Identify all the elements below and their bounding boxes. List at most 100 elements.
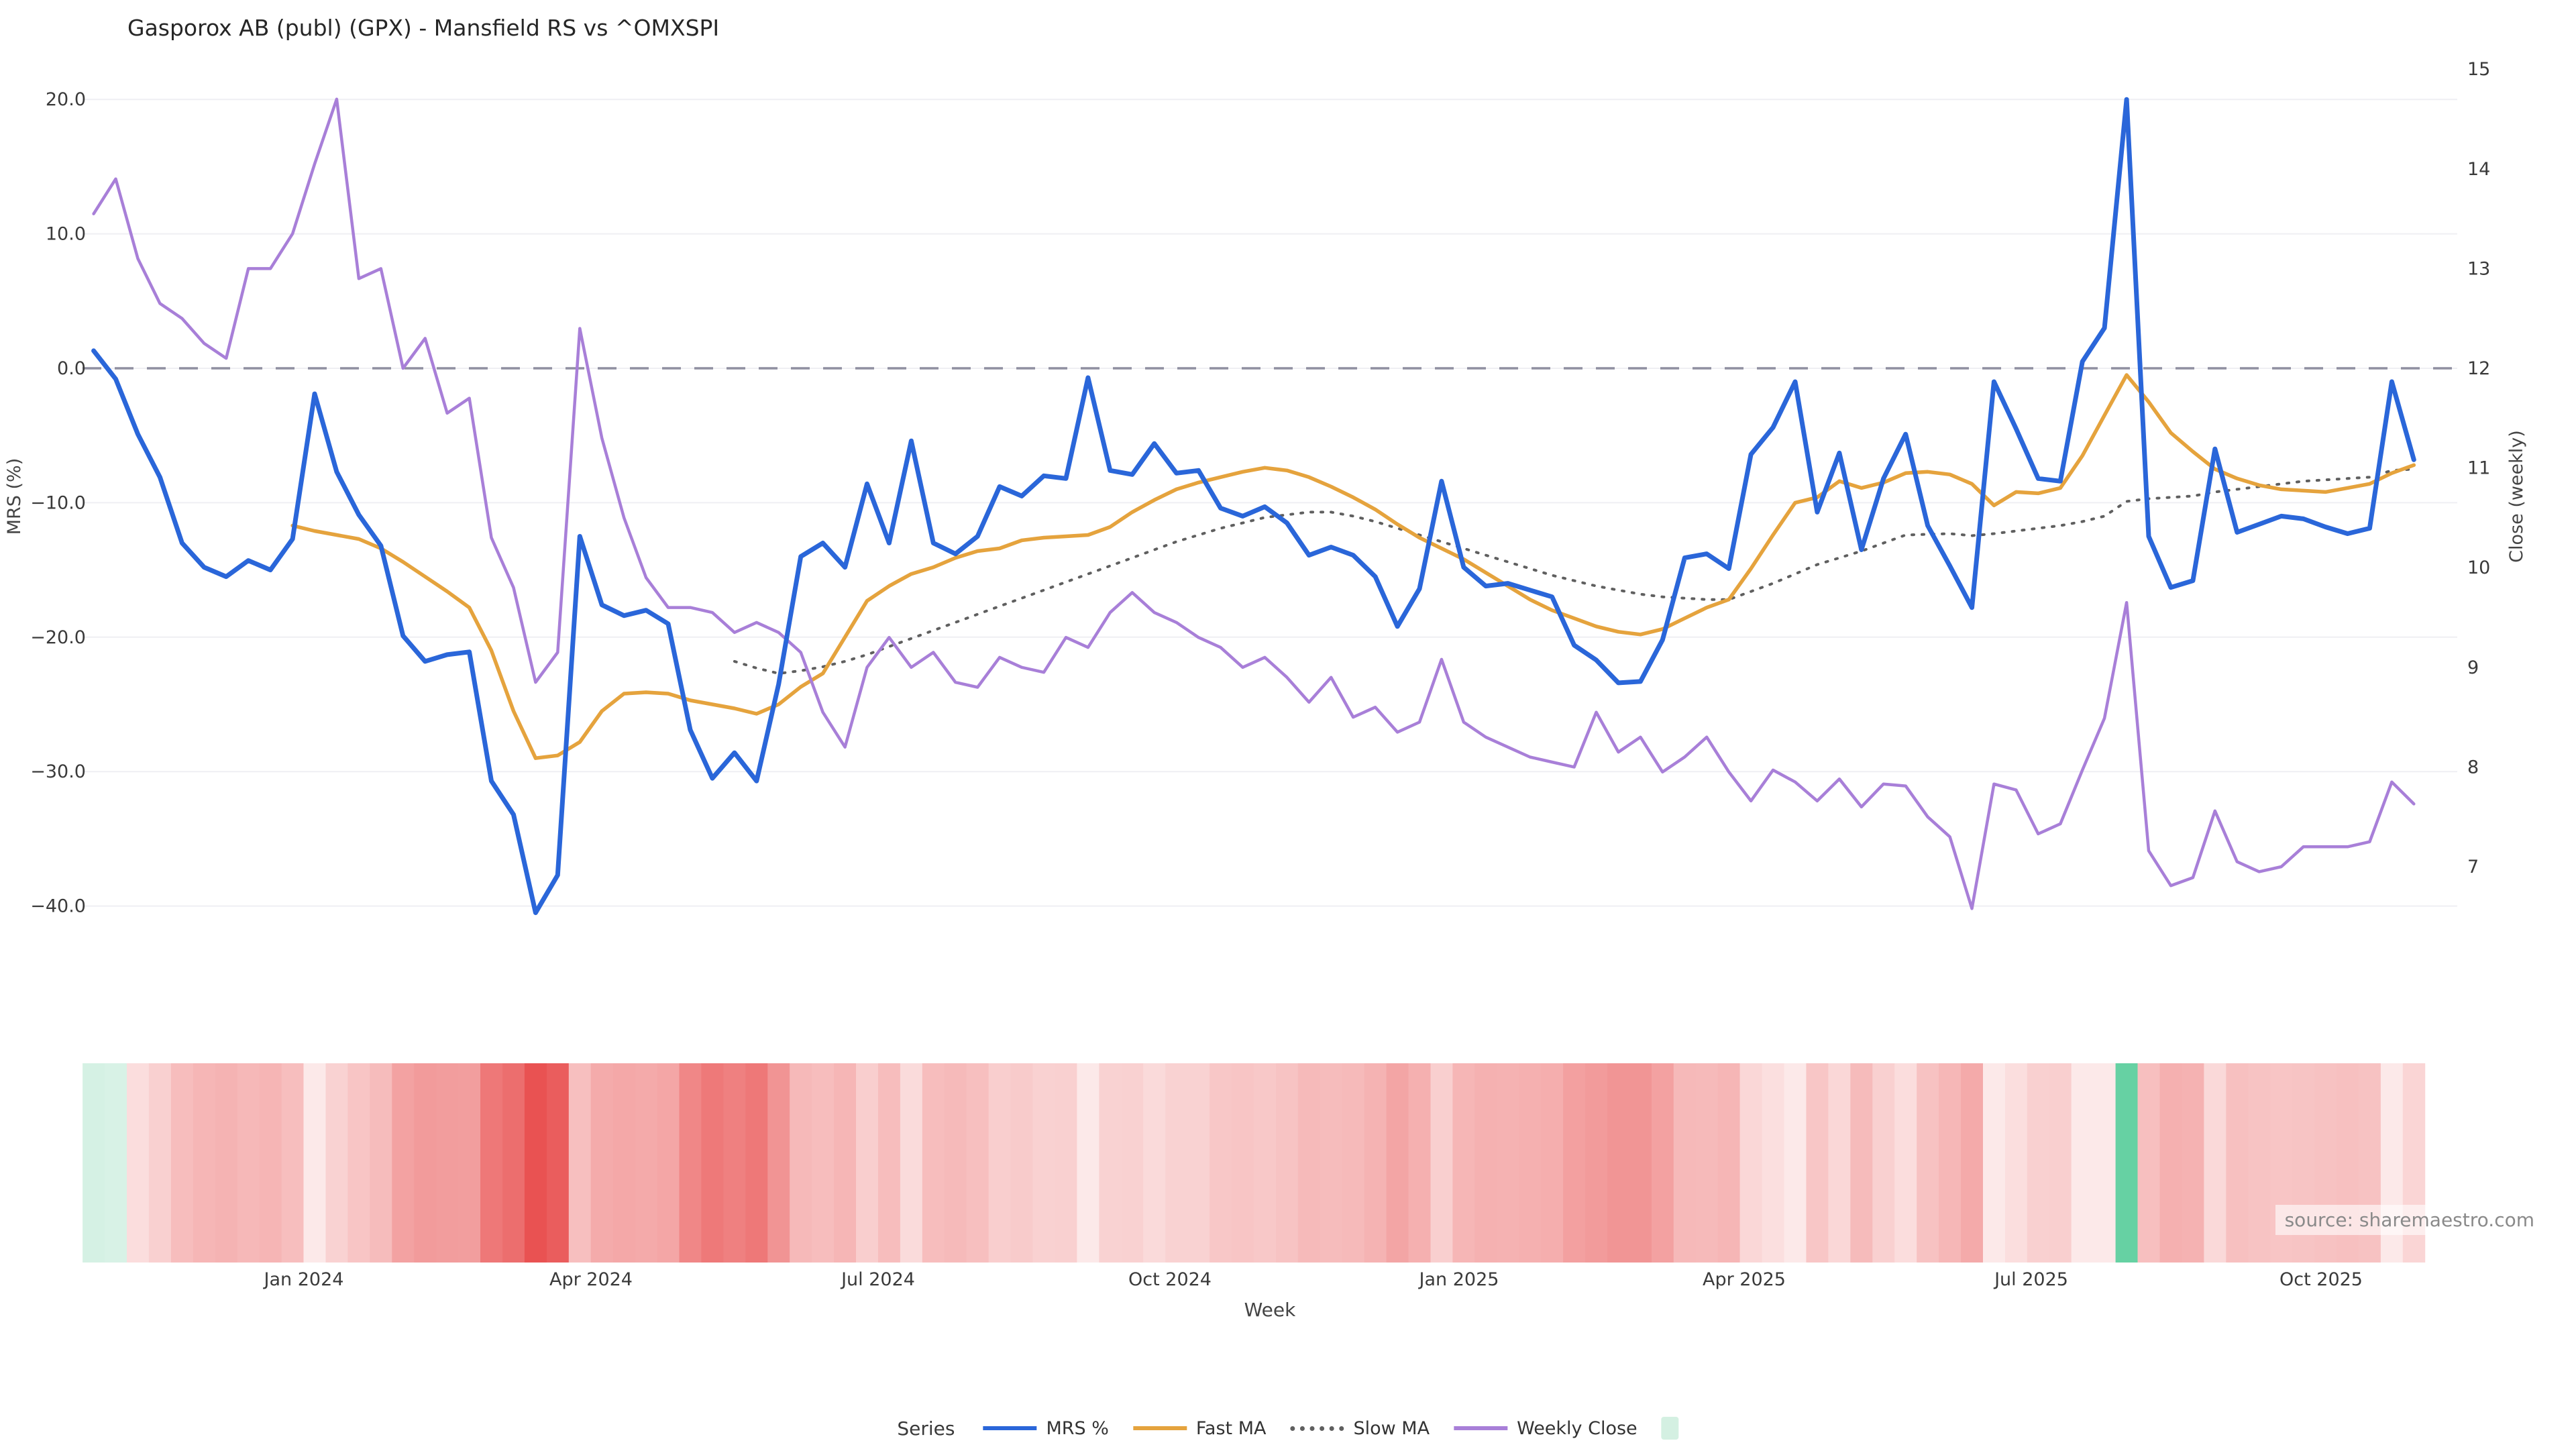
heatmap-cell: [1032, 1063, 1055, 1263]
heatmap-cell: [524, 1063, 547, 1263]
heatmap-cell: [370, 1063, 392, 1263]
heatmap-cell: [2226, 1063, 2249, 1263]
heatmap-cell: [1121, 1063, 1144, 1263]
heatmap-cell: [1165, 1063, 1188, 1263]
fast-ma-line-swatch-icon: [1132, 1426, 1187, 1430]
heatmap-cell: [1474, 1063, 1497, 1263]
heatmap-cell: [1762, 1063, 1785, 1263]
heatmap-cell: [1563, 1063, 1586, 1263]
slow-ma-line: [733, 468, 2416, 675]
heatmap-cell: [2159, 1063, 2182, 1263]
legend-item-label: MRS %: [1046, 1417, 1109, 1439]
heatmap-cell: [1320, 1063, 1343, 1263]
svg-text:0.0: 0.0: [57, 358, 86, 379]
svg-text:10.0: 10.0: [46, 224, 86, 245]
heatmap-cell: [1541, 1063, 1564, 1263]
svg-text:20.0: 20.0: [46, 89, 86, 110]
heatmap-cell: [790, 1063, 812, 1263]
heatmap-cell: [723, 1063, 746, 1263]
heatmap-cell: [303, 1063, 326, 1263]
heatmap-cell: [2004, 1063, 2028, 1263]
heatmap-cell: [392, 1063, 415, 1263]
heatmap-cell: [1894, 1063, 1917, 1263]
legend-item-label: Fast MA: [1195, 1417, 1267, 1439]
heatmap-cell: [1143, 1063, 1166, 1263]
legend-title: Series: [897, 1417, 955, 1440]
heatmap-cell: [237, 1063, 260, 1263]
heatmap-cell: [856, 1063, 879, 1263]
heatmap-strip: [83, 1063, 2426, 1263]
gridlines: [83, 99, 2457, 907]
heatmap-cell: [2204, 1063, 2226, 1263]
weekly-close-line: [92, 97, 2416, 910]
heatmap-cell: [2071, 1063, 2094, 1263]
heatmap-cell: [347, 1063, 370, 1263]
svg-text:11: 11: [2467, 458, 2490, 479]
heatmap-cell: [679, 1063, 702, 1263]
heatmap-cell: [1077, 1063, 1099, 1263]
heatmap-cell: [105, 1063, 127, 1263]
heatmap-cell: [1806, 1063, 1829, 1263]
heatmap-cell: [701, 1063, 724, 1263]
heatmap-cell: [2027, 1063, 2050, 1263]
right-axis-title: Close (weekly): [2506, 430, 2527, 563]
svg-text:10: 10: [2467, 557, 2490, 578]
x-axis-title: Week: [1244, 1299, 1296, 1321]
heatmap-cell: [1430, 1063, 1453, 1263]
heatmap-cell: [590, 1063, 614, 1263]
svg-text:−20.0: −20.0: [30, 627, 86, 648]
heatmap-cell: [1232, 1063, 1254, 1263]
heatmap-cell: [988, 1063, 1012, 1263]
heatmap-cell: [1099, 1063, 1122, 1263]
heatmap-cell: [148, 1063, 172, 1263]
heatmap-cell: [635, 1063, 658, 1263]
mrs-line-swatch-icon: [983, 1426, 1037, 1430]
heatmap-cell: [325, 1063, 348, 1263]
heatmap-cell: [568, 1063, 592, 1263]
svg-text:Oct 2025: Oct 2025: [2279, 1269, 2363, 1290]
fast-ma-line: [290, 373, 2416, 760]
heatmap-cell: [1961, 1063, 1984, 1263]
heatmap-cell: [1607, 1063, 1630, 1263]
heatmap-cell: [2182, 1063, 2204, 1263]
heatmap-cell: [922, 1063, 945, 1263]
svg-text:Oct 2024: Oct 2024: [1128, 1269, 1212, 1290]
heatmap-cell: [1497, 1063, 1519, 1263]
heatmap-cell: [436, 1063, 459, 1263]
heatmap-cell: [2115, 1063, 2139, 1263]
legend-item-weekly-close: Weekly Close: [1454, 1418, 1638, 1439]
heatmap-cell: [1275, 1063, 1299, 1263]
heatmap-cell: [1828, 1063, 1851, 1263]
heatmap-cell: [2049, 1063, 2072, 1263]
heatmap-cell: [1055, 1063, 1077, 1263]
heatmap-cell: [1585, 1063, 1608, 1263]
axis-titles: MRS (%) Close (weekly) Week: [4, 430, 2527, 1321]
heatmap-cell: [1784, 1063, 1807, 1263]
heatmap-cell: [1917, 1063, 1939, 1263]
legend-item-label: Slow MA: [1353, 1417, 1430, 1439]
legend: Series MRS % Fast MA Slow MA Weekly Clos…: [897, 1417, 1679, 1440]
left-axis-title: MRS (%): [4, 458, 25, 535]
svg-text:15: 15: [2467, 59, 2490, 80]
heatmap-cell: [878, 1063, 901, 1263]
svg-text:−40.0: −40.0: [30, 896, 86, 917]
svg-text:12: 12: [2467, 358, 2490, 379]
heatmap-cell: [1695, 1063, 1719, 1263]
heatmap-cell: [458, 1063, 481, 1263]
heatmap-cell: [1010, 1063, 1034, 1263]
svg-text:−30.0: −30.0: [30, 761, 86, 782]
slow-ma-line-swatch-icon: [1290, 1426, 1344, 1431]
svg-text:14: 14: [2467, 159, 2490, 180]
svg-text:−10.0: −10.0: [30, 492, 86, 513]
heatmap-cell: [1253, 1063, 1277, 1263]
heatmap-cell: [1651, 1063, 1674, 1263]
heatmap-cell: [170, 1063, 194, 1263]
svg-text:Jul 2024: Jul 2024: [840, 1269, 915, 1290]
mrs-line: [91, 97, 2416, 916]
heatmap-cell: [1673, 1063, 1697, 1263]
svg-text:Apr 2025: Apr 2025: [1703, 1269, 1786, 1290]
heatmap-cell: [281, 1063, 305, 1263]
heatmap-cell: [414, 1063, 437, 1263]
